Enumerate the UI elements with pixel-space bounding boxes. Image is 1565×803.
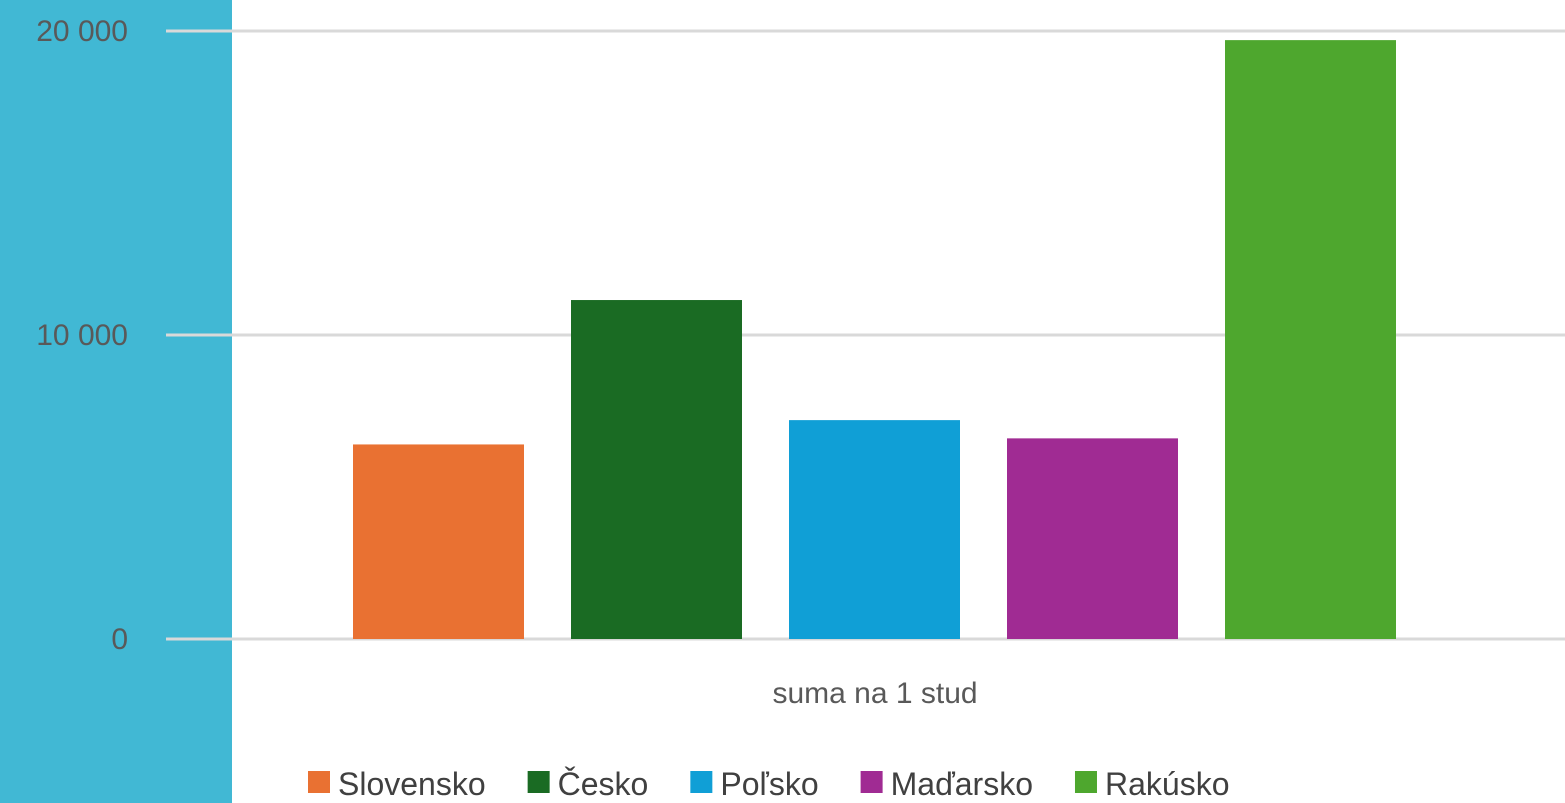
- legend-label: Slovensko: [338, 766, 486, 802]
- side-panel: [0, 0, 232, 803]
- bar-maďarsko: [1007, 438, 1178, 639]
- bar-česko: [571, 300, 742, 639]
- legend-swatch: [527, 771, 550, 793]
- legend: Slovensko Česko Poľsko Maďarsko Rakúsko: [308, 766, 1229, 802]
- y-axis-ticks: 0 10 000 20 000: [36, 15, 128, 656]
- legend-item: Slovensko: [308, 766, 486, 802]
- legend-item: Česko: [527, 766, 649, 802]
- legend-swatch: [1074, 771, 1097, 793]
- legend-label: Poľsko: [720, 766, 818, 802]
- legend-item: Poľsko: [690, 766, 819, 802]
- legend-item: Maďarsko: [860, 766, 1033, 802]
- legend-label: Rakúsko: [1105, 766, 1230, 802]
- bars: [353, 40, 1396, 640]
- bar-poľsko: [789, 420, 960, 639]
- y-tick-label: 10 000: [36, 319, 128, 352]
- y-tick-label: 20 000: [36, 15, 128, 48]
- legend-label: Česko: [558, 766, 649, 802]
- legend-item: Rakúsko: [1074, 766, 1230, 802]
- legend-swatch: [690, 771, 713, 793]
- y-tick-label: 0: [111, 623, 128, 656]
- category-label: suma na 1 stud: [772, 677, 977, 710]
- legend-swatch: [860, 771, 883, 793]
- bar-slovensko: [353, 444, 524, 639]
- legend-label: Maďarsko: [891, 766, 1033, 802]
- bar-rakúsko: [1225, 40, 1396, 640]
- legend-swatch: [308, 771, 330, 793]
